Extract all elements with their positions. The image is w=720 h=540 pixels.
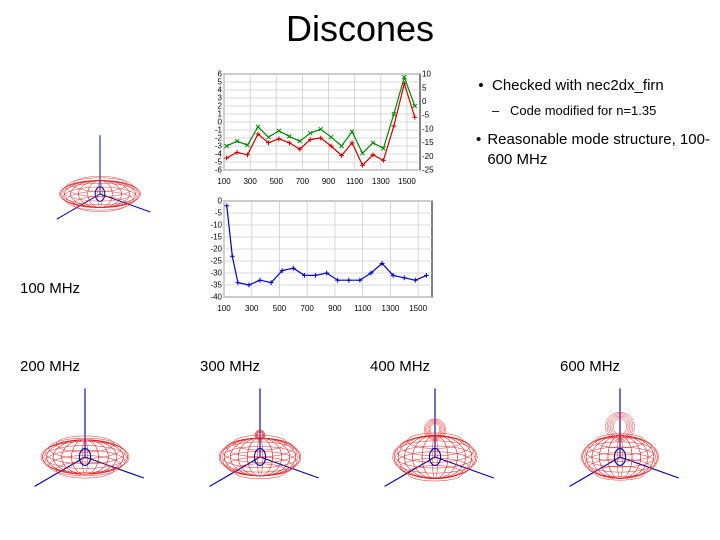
lower-label-row: 200 MHz 300 MHz 400 MHz 600 MHz — [0, 358, 720, 382]
svg-text:1100: 1100 — [346, 177, 364, 186]
svg-text:-40: -40 — [210, 293, 222, 302]
svg-text:4: 4 — [218, 86, 223, 95]
dash-icon: – — [492, 102, 510, 120]
radiation-pattern-100mhz — [30, 128, 170, 248]
svg-text:5: 5 — [422, 83, 427, 92]
svg-text:0: 0 — [218, 118, 223, 127]
svg-text:6: 6 — [218, 70, 223, 79]
bullet-dot-icon: • — [470, 130, 487, 171]
svg-text:300: 300 — [243, 177, 257, 186]
lower-pattern-row — [0, 380, 720, 530]
upper-region: 100300500700900110013001500-6-5-4-3-2-10… — [0, 58, 720, 318]
bullet-2-text: Reasonable mode structure, 100-600 MHz — [487, 130, 710, 171]
svg-text:700: 700 — [296, 177, 310, 186]
svg-text:0: 0 — [422, 97, 427, 106]
svg-text:1500: 1500 — [409, 304, 427, 313]
svg-text:10: 10 — [422, 70, 431, 79]
svg-text:-10: -10 — [210, 221, 222, 230]
svg-text:1100: 1100 — [354, 304, 372, 313]
mode-structure-chart: 100 300 500 700 900 1100 1300 1500 -40 -35 -30 -25 -… — [190, 193, 450, 313]
svg-text:-25: -25 — [422, 166, 434, 175]
bullet-1-sub: – Code modified for n=1.35 — [492, 102, 710, 120]
svg-text:-30: -30 — [210, 269, 222, 278]
slide-title: Discones — [0, 0, 720, 50]
svg-text:-20: -20 — [422, 152, 434, 161]
svg-text:-35: -35 — [210, 281, 222, 290]
svg-text:-1: -1 — [215, 126, 223, 135]
radiation-pattern-300mhz — [185, 380, 335, 520]
svg-text:100: 100 — [217, 177, 231, 186]
label-600mhz: 600 MHz — [560, 358, 620, 375]
svg-text:5: 5 — [218, 78, 223, 87]
label-400mhz: 400 MHz — [370, 358, 430, 375]
svg-text:-15: -15 — [422, 138, 434, 147]
svg-text:-6: -6 — [215, 166, 223, 175]
svg-text:100: 100 — [217, 304, 231, 313]
radiation-pattern-600mhz — [545, 380, 695, 520]
svg-text:300: 300 — [245, 304, 259, 313]
label-200mhz: 200 MHz — [20, 358, 80, 375]
svg-text:0: 0 — [218, 197, 223, 206]
svg-text:-4: -4 — [215, 150, 223, 159]
svg-text:1300: 1300 — [382, 304, 400, 313]
svg-text:1500: 1500 — [398, 177, 416, 186]
svg-text:-15: -15 — [210, 233, 222, 242]
svg-text:900: 900 — [328, 304, 342, 313]
bullet-dot-icon: • — [470, 76, 492, 96]
label-300mhz: 300 MHz — [200, 358, 260, 375]
svg-text:1: 1 — [218, 110, 223, 119]
bullet-list: • Checked with nec2dx_firn – Code modifi… — [470, 76, 710, 176]
bullet-1-sub-text: Code modified for n=1.35 — [510, 102, 656, 120]
svg-text:500: 500 — [270, 177, 284, 186]
bullet-2: • Reasonable mode structure, 100-600 MHz — [470, 130, 710, 171]
svg-text:900: 900 — [322, 177, 336, 186]
svg-text:3: 3 — [218, 94, 223, 103]
radiation-pattern-400mhz — [360, 380, 510, 520]
svg-text:-2: -2 — [215, 134, 223, 143]
svg-text:-3: -3 — [215, 142, 223, 151]
svg-text:500: 500 — [273, 304, 287, 313]
svg-text:-10: -10 — [422, 124, 434, 133]
svg-text:-25: -25 — [210, 257, 222, 266]
svg-text:-5: -5 — [215, 158, 223, 167]
svg-text:2: 2 — [218, 102, 223, 111]
gain-vs-freq-chart: 100300500700900110013001500-6-5-4-3-2-10… — [190, 66, 450, 186]
label-100mhz: 100 MHz — [20, 280, 80, 297]
radiation-pattern-200mhz — [10, 380, 160, 520]
svg-text:-20: -20 — [210, 245, 222, 254]
bullet-1-text: Checked with nec2dx_firn — [492, 76, 664, 96]
svg-text:1300: 1300 — [372, 177, 390, 186]
svg-text:-5: -5 — [215, 209, 223, 218]
svg-text:-5: -5 — [422, 111, 430, 120]
svg-text:700: 700 — [301, 304, 315, 313]
bullet-1: • Checked with nec2dx_firn — [470, 76, 710, 96]
